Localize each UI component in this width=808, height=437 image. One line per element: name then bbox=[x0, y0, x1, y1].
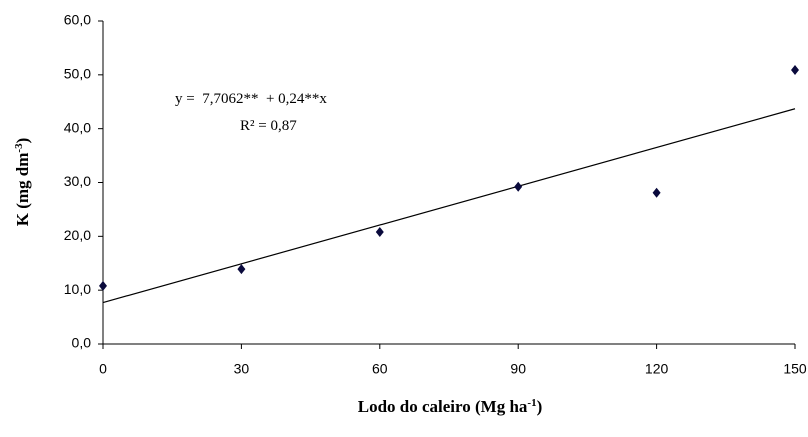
x-tick-label: 150 bbox=[783, 361, 807, 377]
y-tick-label: 40,0 bbox=[64, 119, 91, 135]
x-tick-label: 60 bbox=[372, 361, 388, 377]
point bbox=[652, 187, 661, 198]
equation: y = 7,7062** + 0,24**x bbox=[175, 91, 327, 107]
x-tick-label: 120 bbox=[645, 361, 669, 377]
point bbox=[237, 264, 246, 275]
point bbox=[514, 181, 523, 192]
x-tick-label: 30 bbox=[234, 361, 250, 377]
y-tick-label: 10,0 bbox=[64, 281, 91, 297]
y-tick-label: 30,0 bbox=[64, 173, 91, 189]
y-tick-label: 50,0 bbox=[64, 66, 91, 82]
x-tick-label: 90 bbox=[510, 361, 526, 377]
y-tick-label: 20,0 bbox=[64, 227, 91, 243]
y-tick-label: 0,0 bbox=[72, 335, 92, 351]
point bbox=[99, 280, 107, 291]
x-axis-label: Lodo do caleiro (Mg ha-1) bbox=[358, 397, 543, 416]
point bbox=[375, 227, 384, 238]
y-axis-label: K (mg dm-3) bbox=[13, 138, 32, 227]
x-tick-label: 0 bbox=[99, 361, 107, 377]
point bbox=[791, 64, 799, 75]
r-squared: R² = 0,87 bbox=[240, 118, 297, 134]
y-tick-label: 60,0 bbox=[64, 12, 91, 28]
trendline bbox=[102, 108, 796, 304]
